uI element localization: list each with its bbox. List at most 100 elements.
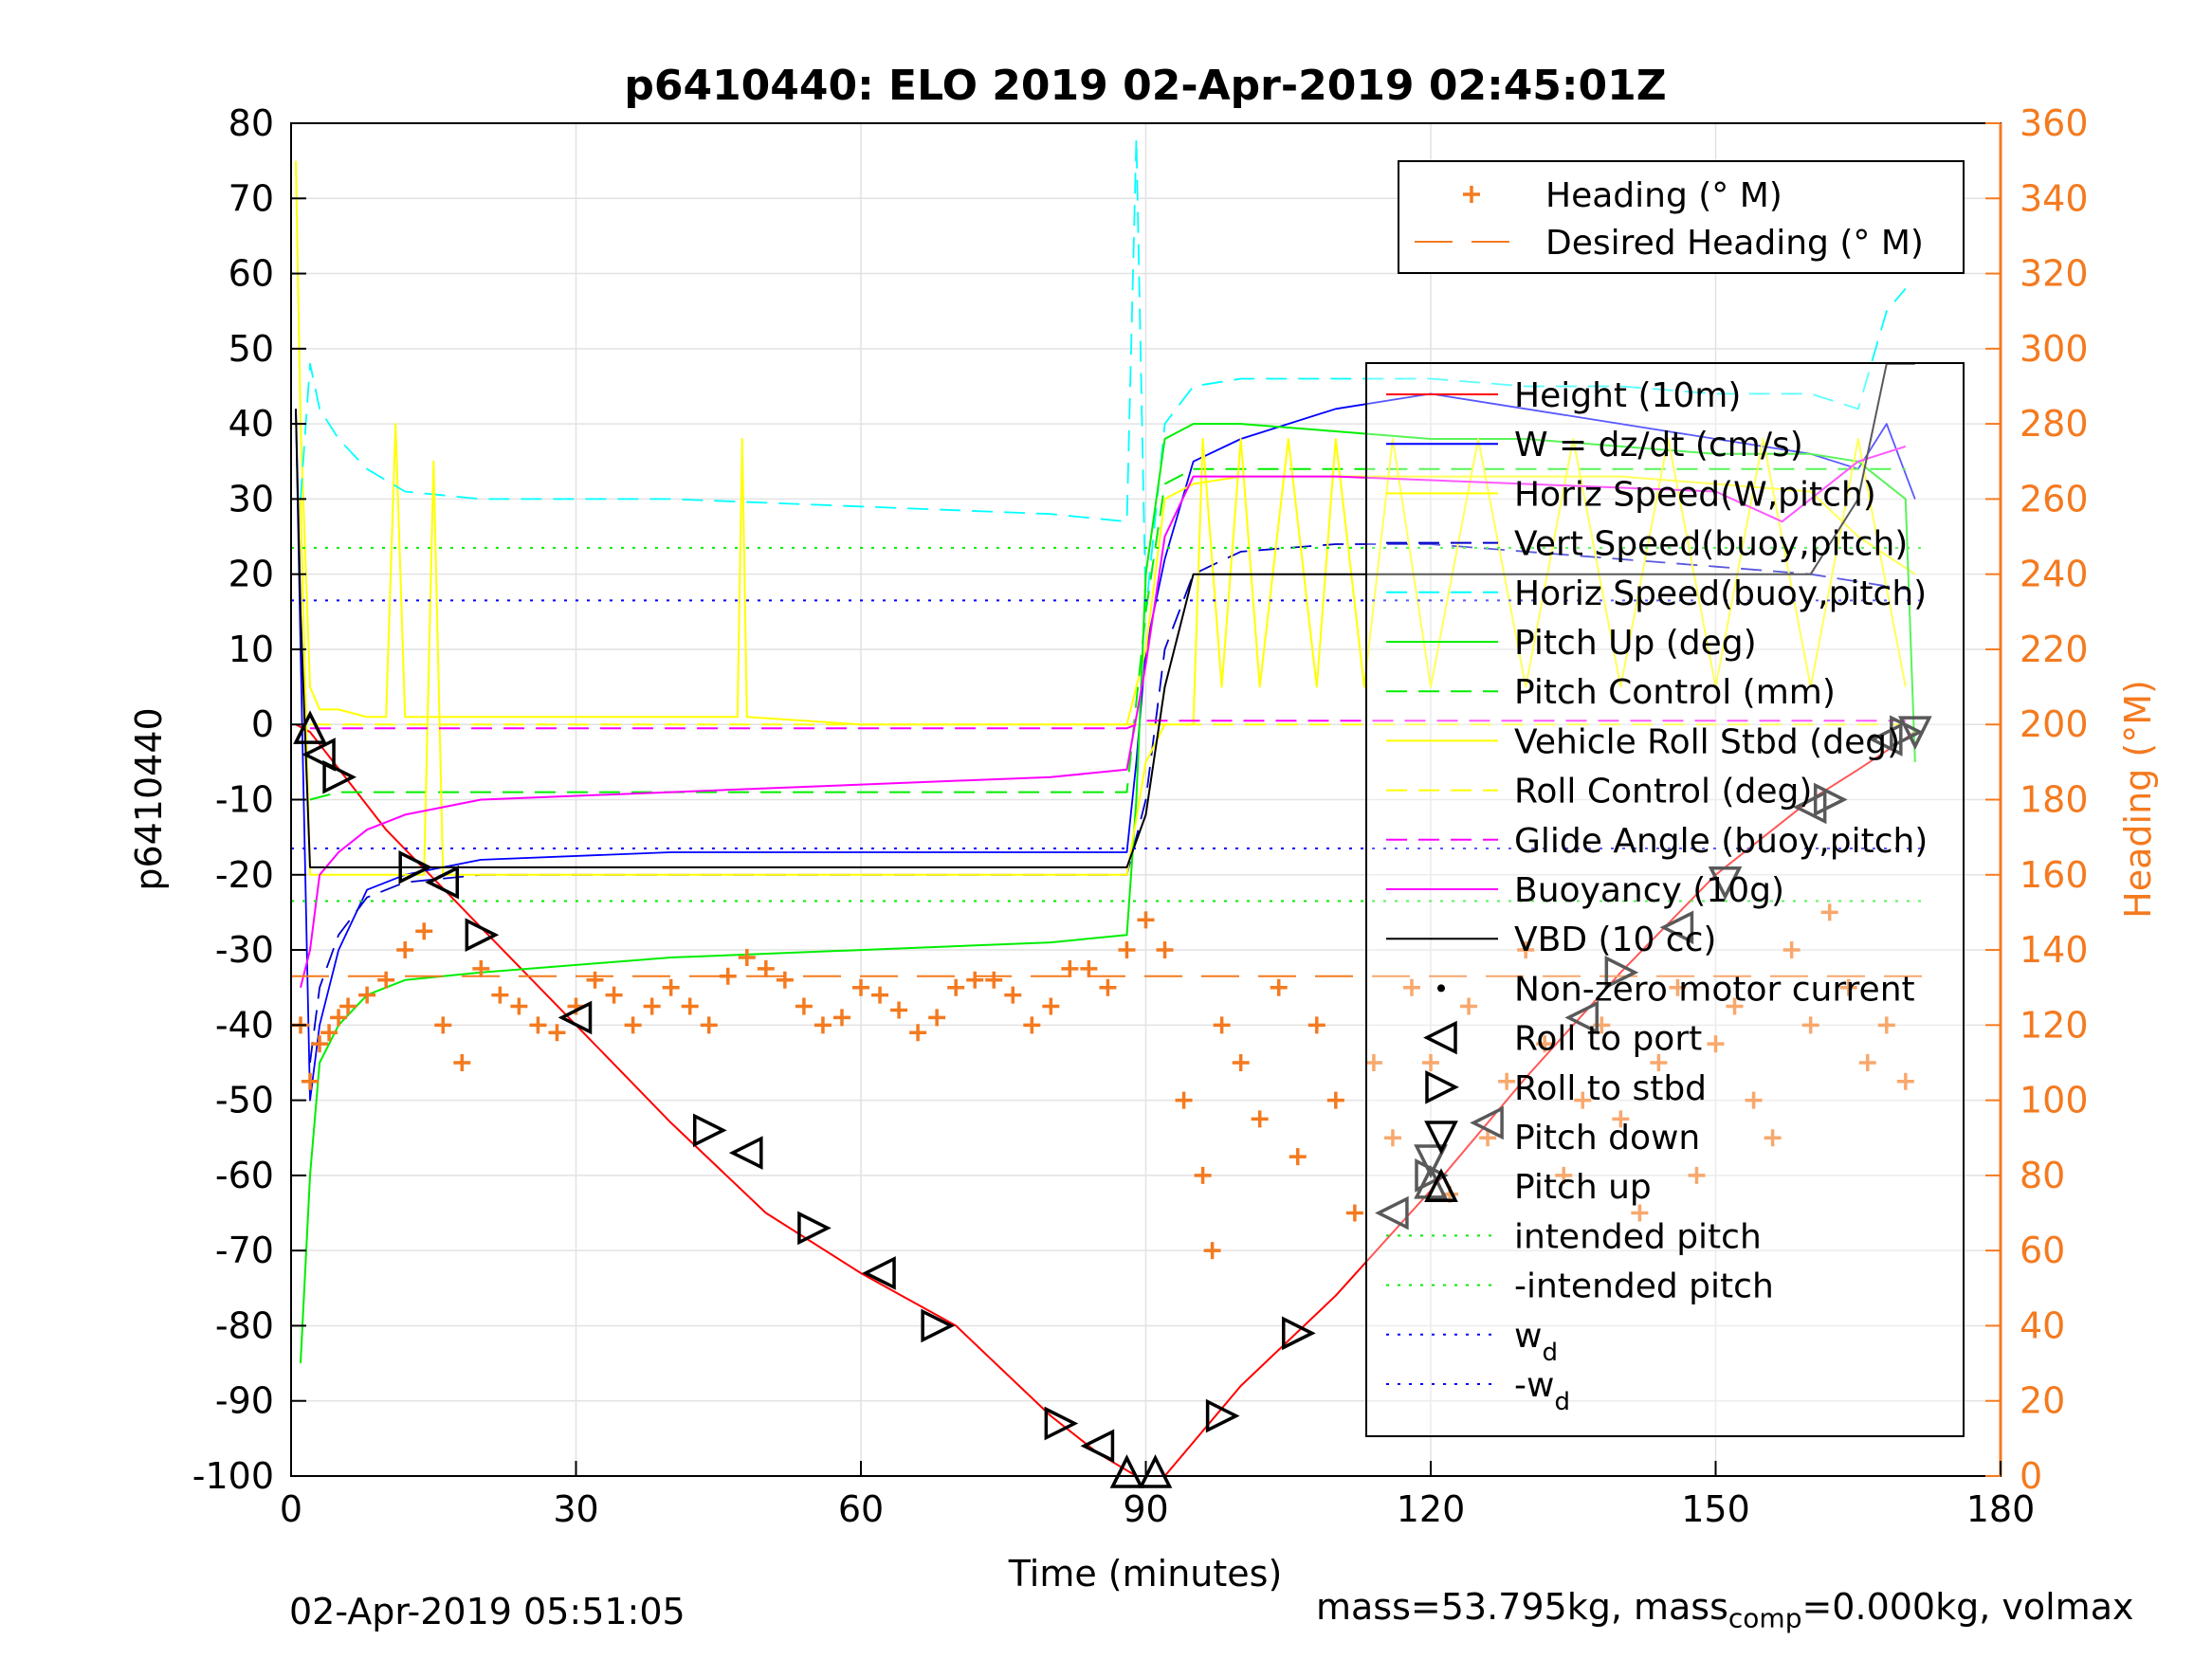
marker-roll-to-stbd (1282, 1316, 1316, 1351)
heading-legend: Heading (° M) Desired Heading (° M) (1398, 160, 1965, 274)
legend-label: intended pitch (1514, 1217, 1762, 1256)
y-tick-label: -50 (215, 1080, 274, 1121)
marker-roll-to-stbd (398, 850, 433, 884)
y-tick-label: -30 (215, 929, 274, 971)
y-tick-label: -20 (215, 854, 274, 896)
mass-text: mass=53.795kg, mass (1316, 1586, 1728, 1628)
y2-tick-label: 20 (2020, 1380, 2065, 1422)
marker-roll-to-port (1470, 1105, 1504, 1140)
heading-point (1004, 986, 1022, 1004)
heading-point (1364, 1053, 1382, 1071)
heading-point (1877, 1016, 1895, 1034)
heading-point (1555, 1166, 1573, 1184)
heading-point (776, 971, 794, 989)
legend-subscript: d (1554, 1388, 1570, 1416)
series-line-glide-angle-buoy-pitch- (310, 720, 1906, 730)
heading-point (1203, 1242, 1221, 1260)
heading-point (529, 1016, 547, 1034)
heading-point (966, 971, 984, 989)
heading-point (795, 997, 813, 1015)
heading-point (1669, 978, 1687, 996)
heading-point (358, 986, 376, 1004)
y-tick-label: -80 (215, 1304, 274, 1346)
marker-pitch-up (1138, 1454, 1173, 1488)
series-line-vehicle-roll-stbd-deg- (300, 438, 1907, 876)
legend-swatch-triangle (1424, 1168, 1458, 1202)
y-tick-label: 10 (229, 629, 274, 670)
footer-timestamp: 02-Apr-2019 05:51:05 (289, 1591, 686, 1632)
heading-series (291, 903, 1925, 1260)
legend-label: Roll to stbd (1514, 1069, 1707, 1108)
heading-point (1345, 1204, 1363, 1222)
heading-point (1782, 941, 1801, 959)
heading-point (339, 997, 357, 1015)
x-axis-label: Time (minutes) (1008, 1553, 1283, 1595)
y2-tick-label: 60 (2020, 1230, 2065, 1271)
heading-point (1650, 1053, 1668, 1071)
main-legend: Height (10m) W = dz/dt (cm/s) Horiz Speed(… (1365, 362, 1965, 1437)
marker-roll-to-stbd (1044, 1406, 1079, 1441)
y2-tick-label: 40 (2020, 1304, 2065, 1346)
heading-point (1574, 1091, 1592, 1109)
heading-point (1251, 1110, 1269, 1128)
heading-point (1270, 978, 1288, 996)
chart-title: p6410440: ELO 2019 02-Apr-2019 02:45:01Z (624, 62, 1666, 110)
heading-point (1402, 978, 1420, 996)
heading-point (947, 978, 965, 996)
y-tick-label: -10 (215, 779, 274, 821)
heading-legend-box (1398, 160, 1965, 274)
y-tick-label: 70 (229, 177, 274, 219)
marker-roll-to-port (862, 1256, 896, 1290)
heading-legend-label: Heading (° M) (1545, 176, 1782, 215)
legend-swatch-triangle (1423, 1020, 1457, 1055)
y2-tick-label: 80 (2020, 1155, 2065, 1196)
heading-point (1726, 997, 1744, 1015)
marker-roll-to-port (558, 1000, 593, 1035)
heading-point (605, 986, 623, 1004)
marker-pitch-up (1109, 1454, 1144, 1488)
heading-point (852, 978, 869, 996)
y2-axis-label: Heading (°M) (2117, 680, 2159, 919)
heading-point (1118, 941, 1136, 959)
y-tick-label: 80 (229, 102, 274, 144)
legend-label: Buoyancy (10g) (1514, 871, 1784, 910)
heading-point (814, 1016, 832, 1034)
legend-label: Pitch Control (mm) (1514, 673, 1836, 712)
y-tick-label: -100 (192, 1455, 274, 1497)
heading-point (1839, 978, 1857, 996)
marker-roll-to-stbd (1813, 782, 1848, 817)
heading-point (681, 997, 699, 1015)
heading-point (1536, 1035, 1554, 1053)
heading-point (1479, 1129, 1497, 1147)
heading-point (1422, 1053, 1439, 1071)
event-markers (293, 710, 1932, 1488)
heading-point (1023, 1016, 1041, 1034)
legend-label: Roll Control (deg) (1514, 773, 1812, 811)
y2-tick-label: 160 (2020, 854, 2089, 896)
marker-roll-to-port (1564, 1000, 1600, 1035)
legend-swatch-triangle (1424, 1121, 1458, 1155)
legend-swatch-triangle (1425, 1069, 1459, 1104)
y2-tick-label: 180 (2020, 779, 2089, 821)
heading-point (1745, 1091, 1763, 1109)
x-tick-label: 120 (1397, 1488, 1466, 1530)
heading-point (311, 1035, 329, 1053)
heading-point (1307, 1016, 1325, 1034)
marker-pitch-up (293, 710, 327, 744)
series-line-horiz-speed-buoy-pitch- (300, 137, 1907, 613)
heading-point (738, 948, 756, 966)
legend-label: Horiz Speed(buoy,pitch) (1514, 574, 1927, 613)
y2-tick-label: 200 (2020, 703, 2089, 745)
heading-point (1042, 997, 1060, 1015)
mass-subscript: comp (1728, 1602, 1802, 1634)
axis-ticks: 0 30 60 90 120 150 18080706050403020100-10-20-… (192, 102, 2089, 1530)
marker-pitch-down (1898, 716, 1932, 751)
legend-label: Pitch down (1514, 1119, 1700, 1158)
marker-pitch-down (1414, 1144, 1448, 1178)
heading-point (1498, 1072, 1516, 1090)
heading-point (757, 959, 775, 977)
legend-label: W = dz/dt (cm/s) (1514, 426, 1803, 465)
marker-roll-to-port (1659, 910, 1694, 945)
heading-point (1517, 941, 1535, 959)
heading-legend-label: Desired Heading (° M) (1545, 224, 1924, 263)
